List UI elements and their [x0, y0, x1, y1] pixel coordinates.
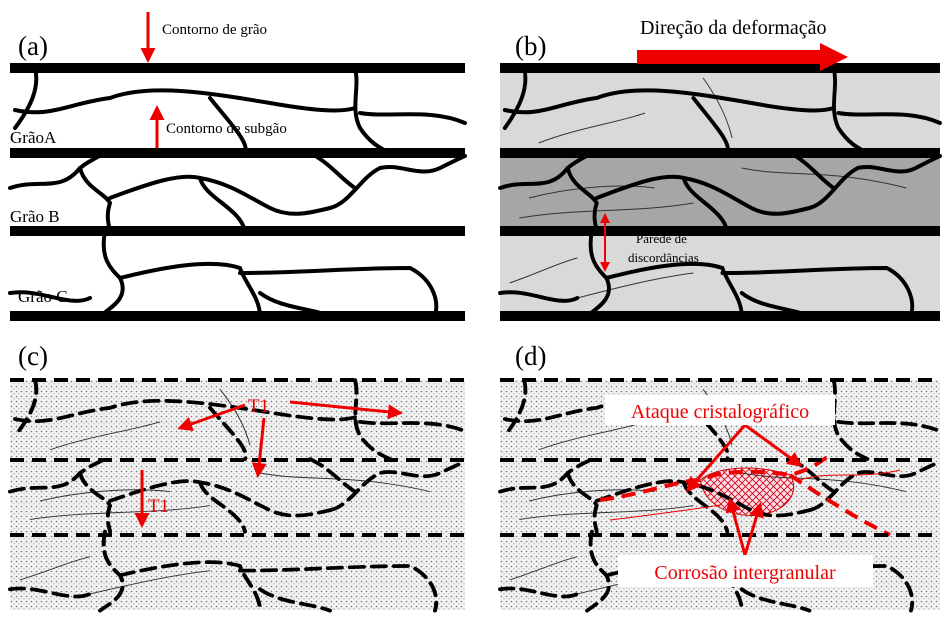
panel-label: (d) — [515, 341, 546, 371]
annotation: Contorno de subgão — [166, 121, 287, 137]
annotation: discordâncias — [628, 250, 699, 265]
panel-d: (d) Ataque cristalográfico Corrosão inte… — [498, 341, 942, 613]
label-box — [605, 395, 835, 425]
panel-c: (c) T1 T1 — [8, 341, 467, 613]
deformation-arrow — [637, 43, 848, 71]
annotation: Parede de — [636, 231, 687, 246]
panel-label: (c) — [18, 341, 48, 371]
grain-boundaries — [8, 66, 467, 318]
grain-label: Grão B — [10, 207, 60, 226]
annotation: Contorno de grão — [162, 22, 267, 38]
panel-a: (a) Contorno de grão Contorno de subgão … — [8, 12, 467, 321]
panel-label: (a) — [18, 31, 48, 61]
annotation: Direção da deformação — [640, 17, 827, 39]
annotation: Corrosão intergranular — [654, 562, 836, 584]
marker-label: T1 — [248, 396, 269, 417]
grain-label: Grão C — [18, 287, 68, 306]
panel-b: (b) Direção da deformação Parede de disc… — [498, 17, 942, 321]
annotation: Ataque cristalográfico — [631, 401, 809, 423]
grain-label: GrãoA — [10, 128, 57, 147]
grain-bars — [10, 63, 465, 321]
marker-label: T1 — [148, 496, 169, 517]
panel-label: (b) — [515, 31, 546, 61]
label-box — [618, 555, 873, 587]
